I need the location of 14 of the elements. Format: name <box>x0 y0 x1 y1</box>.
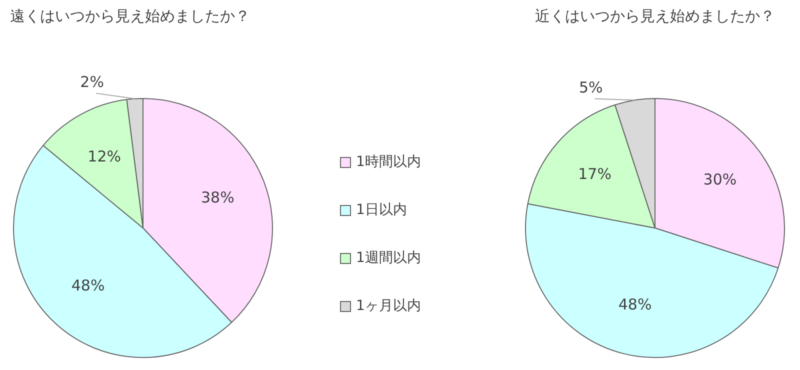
data-label: 48% <box>618 296 652 314</box>
data-label: 5% <box>578 78 603 97</box>
legend-label: 1ヶ月以内 <box>356 297 421 315</box>
data-label: 38% <box>200 188 234 206</box>
data-label: 2% <box>80 73 104 92</box>
legend-label: 1週間以内 <box>356 249 421 267</box>
chart-title: 遠くはいつから見え始めましたか？ <box>10 6 250 25</box>
data-label: 48% <box>71 276 105 294</box>
legend-label: 1日以内 <box>356 201 407 219</box>
legend-label: 1時間以内 <box>356 153 421 171</box>
data-label: 30% <box>703 170 737 189</box>
chart-title: 近くはいつから見え始めましたか？ <box>535 6 775 25</box>
data-label: 17% <box>578 164 612 183</box>
data-label: 12% <box>88 148 121 166</box>
